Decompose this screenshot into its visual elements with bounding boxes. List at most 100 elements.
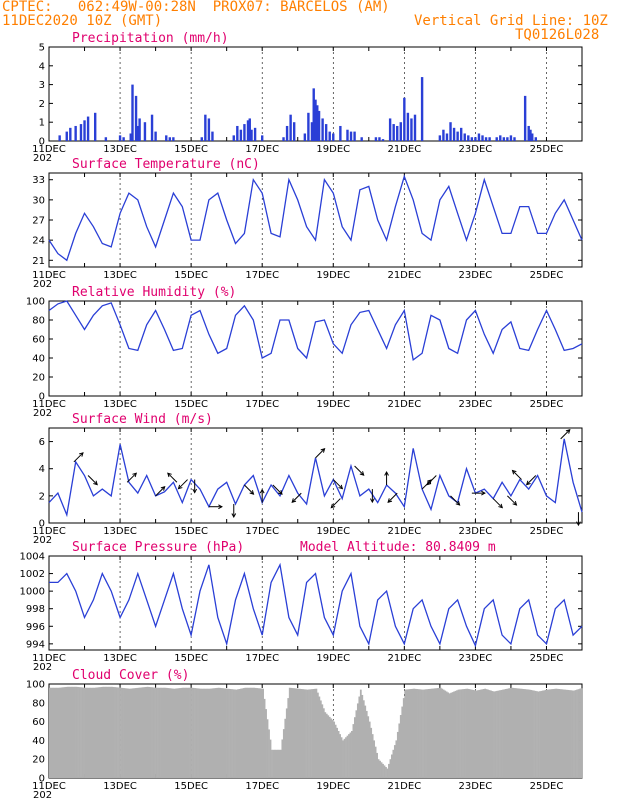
wind-vector-arrow — [272, 484, 283, 495]
cloud-bar — [282, 729, 285, 778]
rh-xtick-label: 13DEC — [103, 399, 137, 410]
cloud-bar — [188, 687, 190, 778]
cloud-ytick-label: 100 — [26, 680, 45, 691]
cloud-bar — [389, 759, 392, 778]
precip-xtick-label: 15DEC — [174, 144, 208, 155]
cloud-bar — [291, 688, 294, 778]
temp-ytick-label: 27 — [32, 216, 45, 227]
precip-title: Precipitation (mm/h) — [72, 31, 229, 46]
precip-bar — [74, 125, 77, 141]
wind-vector-arrow — [512, 470, 522, 480]
pres-xtick-label: 19DEC — [316, 653, 350, 664]
precip-xtick-label: 19DEC — [316, 144, 350, 155]
wind-arrowhead — [167, 472, 172, 478]
cloud-bar — [319, 700, 322, 778]
cloud-bar — [555, 688, 558, 778]
cloud-bar — [524, 689, 527, 778]
cloud-bar — [328, 716, 331, 778]
cloud-bar — [226, 688, 229, 778]
cloud-bar — [127, 688, 130, 778]
cloud-bar — [102, 686, 105, 778]
pres-ytick-label: 1000 — [20, 587, 45, 598]
precip-ytick-label: 1 — [39, 118, 45, 129]
cloud-bar — [392, 749, 395, 778]
cloud-bar — [80, 687, 82, 778]
cloud-bar — [438, 687, 441, 778]
cloud-bar — [130, 688, 133, 778]
cloud-bar — [83, 687, 85, 778]
cloud-bar — [148, 686, 150, 778]
precip-bar — [463, 133, 466, 141]
wind-arrowhead — [369, 498, 375, 504]
cloud-bar — [355, 710, 358, 778]
wind-title: Surface Wind (m/s) — [72, 412, 213, 427]
cloud-bar — [183, 687, 186, 778]
cloud-bar — [472, 689, 475, 778]
cloud-bar — [180, 687, 183, 778]
wind-vector-arrow — [507, 495, 517, 506]
cloud-bar — [56, 687, 59, 778]
cloud-bar — [205, 688, 208, 778]
cloud-ytick-label: 0 — [39, 774, 45, 785]
cloud-bar — [171, 688, 174, 778]
cloud-bar — [217, 687, 220, 778]
cloud-bar — [478, 689, 481, 778]
precip-bar — [122, 137, 125, 141]
cloud-bar — [239, 688, 242, 778]
cloud-bar — [247, 687, 250, 778]
cloud-bar — [192, 687, 195, 778]
wind-arrowhead — [93, 480, 98, 486]
wind-arrowhead — [249, 490, 255, 495]
wind-vector-arrow — [526, 475, 537, 485]
cloud-bar — [534, 690, 537, 778]
cloud-bar — [265, 709, 267, 778]
cloud-bar — [177, 688, 180, 778]
wind-vector-arrow — [330, 498, 341, 509]
precip-bar — [467, 135, 470, 141]
rh-series-line — [48, 300, 583, 362]
cloud-bar — [72, 686, 75, 778]
pres-year-label: 202 — [33, 662, 52, 673]
cloud-bar — [373, 740, 376, 778]
cloud-bar — [321, 704, 324, 778]
cloud-bar — [491, 691, 494, 778]
cloud-bar — [300, 689, 303, 778]
cloud-bar — [245, 687, 248, 778]
wind-vector-arrow — [167, 472, 178, 483]
cloud-bar — [463, 689, 466, 778]
precip-bar — [388, 118, 392, 141]
cloud-bar — [447, 692, 450, 778]
precip-bar — [346, 129, 349, 141]
cloud-bar — [552, 689, 555, 778]
cloud-bar — [445, 691, 448, 778]
cloud-bar — [352, 724, 355, 778]
cloud-bar — [358, 696, 361, 778]
precip-bar — [317, 110, 321, 141]
cloud-bar — [507, 688, 510, 778]
cloud-bar — [462, 689, 464, 778]
wind-vector-arrow — [291, 492, 302, 503]
cloud-bar — [225, 688, 227, 778]
cloud-bar — [579, 688, 581, 778]
temp-xtick-label: 25DEC — [530, 270, 564, 281]
rh-ytick-label: 60 — [32, 335, 45, 346]
cloud-bar — [420, 689, 423, 778]
wind-xtick-label: 13DEC — [103, 526, 137, 537]
wind-arrowhead — [498, 503, 504, 509]
cloud-bar — [210, 688, 213, 778]
cloud-bar — [370, 727, 373, 778]
cloud-bar — [231, 689, 233, 778]
cloud-bar — [242, 688, 245, 778]
cloud-bar — [567, 689, 569, 778]
cloud-bar — [204, 688, 207, 778]
cloud-bar — [268, 729, 270, 778]
cloud-bar — [124, 688, 127, 778]
cloud-bar — [195, 688, 198, 778]
precip-bar — [282, 137, 285, 141]
cloud-bar — [170, 688, 173, 778]
cloud-bar — [142, 687, 145, 778]
cloud-bar — [349, 732, 352, 778]
cloud-bar — [497, 690, 500, 778]
cloud-bar — [244, 687, 247, 778]
precip-bar — [349, 131, 353, 141]
